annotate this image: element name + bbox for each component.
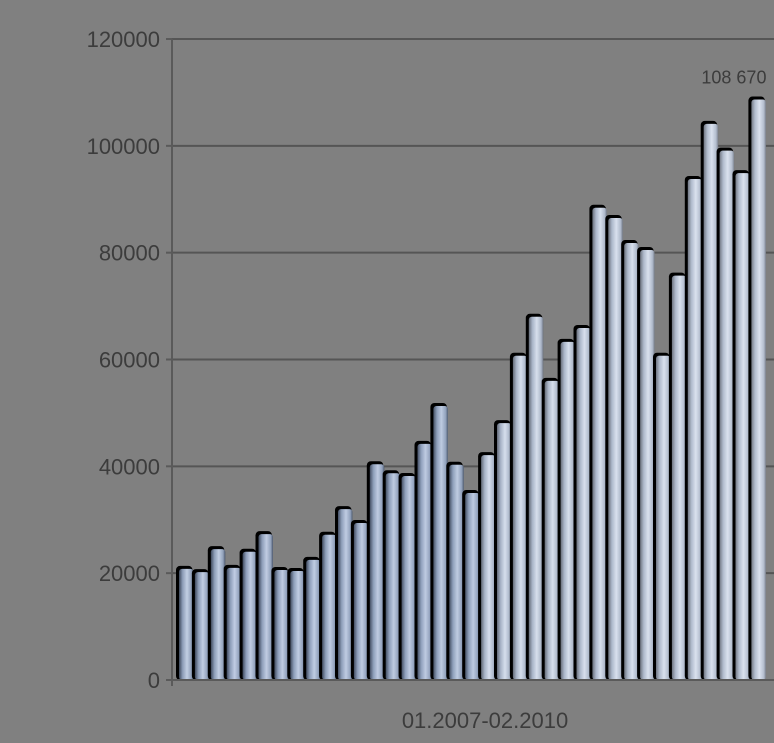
bar (560, 341, 576, 680)
bar-highlight (194, 572, 210, 680)
y-tick-label: 60000 (99, 348, 160, 373)
bar (322, 534, 337, 680)
bar (624, 243, 639, 680)
bar (385, 473, 401, 680)
bar (258, 534, 273, 680)
bar-highlight (735, 173, 750, 680)
bar-highlight (656, 355, 671, 680)
bar (608, 217, 623, 680)
bars (176, 96, 766, 681)
y-tick-label: 40000 (99, 454, 160, 479)
bar-highlight (703, 123, 719, 681)
bar-highlight (671, 275, 687, 680)
bar-highlight (528, 316, 544, 680)
bar-highlight (560, 341, 576, 680)
data-labels: 108 670 (701, 68, 766, 88)
bar-highlight (687, 178, 703, 680)
bar (210, 549, 226, 680)
y-tick-label: 120000 (87, 27, 160, 52)
bar-highlight (353, 522, 369, 680)
bar (656, 355, 671, 680)
bar (226, 567, 242, 680)
bar-highlight (512, 355, 528, 680)
bar-highlight (608, 217, 623, 680)
bar-highlight (465, 493, 480, 680)
bar-highlight (640, 249, 655, 680)
bar (719, 150, 735, 680)
y-tick-label: 100000 (87, 134, 160, 159)
bar (576, 327, 591, 680)
bar (433, 405, 448, 680)
y-tick-label: 80000 (99, 241, 160, 266)
bar-highlight (306, 559, 321, 680)
bar (497, 423, 512, 680)
y-tick-label: 0 (148, 668, 160, 693)
bar (353, 522, 369, 680)
bar (544, 380, 560, 680)
bar-highlight (385, 473, 401, 680)
bar (687, 178, 703, 680)
bar-highlight (242, 551, 258, 680)
bar-highlight (179, 568, 194, 680)
bar-highlight (433, 405, 448, 680)
bar (640, 249, 655, 680)
bar-highlight (592, 207, 607, 680)
bar-highlight (544, 380, 560, 680)
bar (194, 572, 210, 680)
bar-highlight (497, 423, 512, 680)
bar (528, 316, 544, 680)
bar (401, 475, 417, 680)
bar (735, 173, 750, 680)
bar (369, 464, 385, 680)
bar-highlight (751, 99, 766, 681)
data-label: 108 670 (701, 68, 766, 88)
bar-highlight (258, 534, 273, 680)
bar (465, 493, 480, 680)
y-axis-ticks: 0 20000 40000 60000 80000 100000 120000 (87, 27, 172, 693)
bar-highlight (401, 475, 417, 680)
bar (703, 123, 719, 681)
bar-highlight (576, 327, 591, 680)
bar-highlight (417, 443, 432, 680)
bar (274, 569, 289, 680)
bar-highlight (226, 567, 242, 680)
bar-highlight (481, 455, 496, 680)
bar-highlight (210, 549, 226, 680)
bar (751, 99, 766, 681)
bar (671, 275, 687, 680)
bar-highlight (274, 569, 289, 680)
x-axis-label: 01.2007-02.2010 (402, 708, 568, 733)
bar (338, 509, 353, 680)
bar-highlight (449, 464, 464, 680)
bar (290, 571, 305, 680)
bar (449, 464, 464, 680)
bar-highlight (369, 464, 385, 680)
bar-highlight (624, 243, 639, 680)
bar (512, 355, 528, 680)
y-tick-label: 20000 (99, 561, 160, 586)
bar (592, 207, 607, 680)
bar (417, 443, 432, 680)
bar-highlight (322, 534, 337, 680)
bar (481, 455, 496, 680)
bar (306, 559, 321, 680)
bar-highlight (719, 150, 735, 680)
bar (179, 568, 194, 680)
bar-highlight (290, 571, 305, 680)
bar (242, 551, 258, 680)
bar-highlight (338, 509, 353, 680)
